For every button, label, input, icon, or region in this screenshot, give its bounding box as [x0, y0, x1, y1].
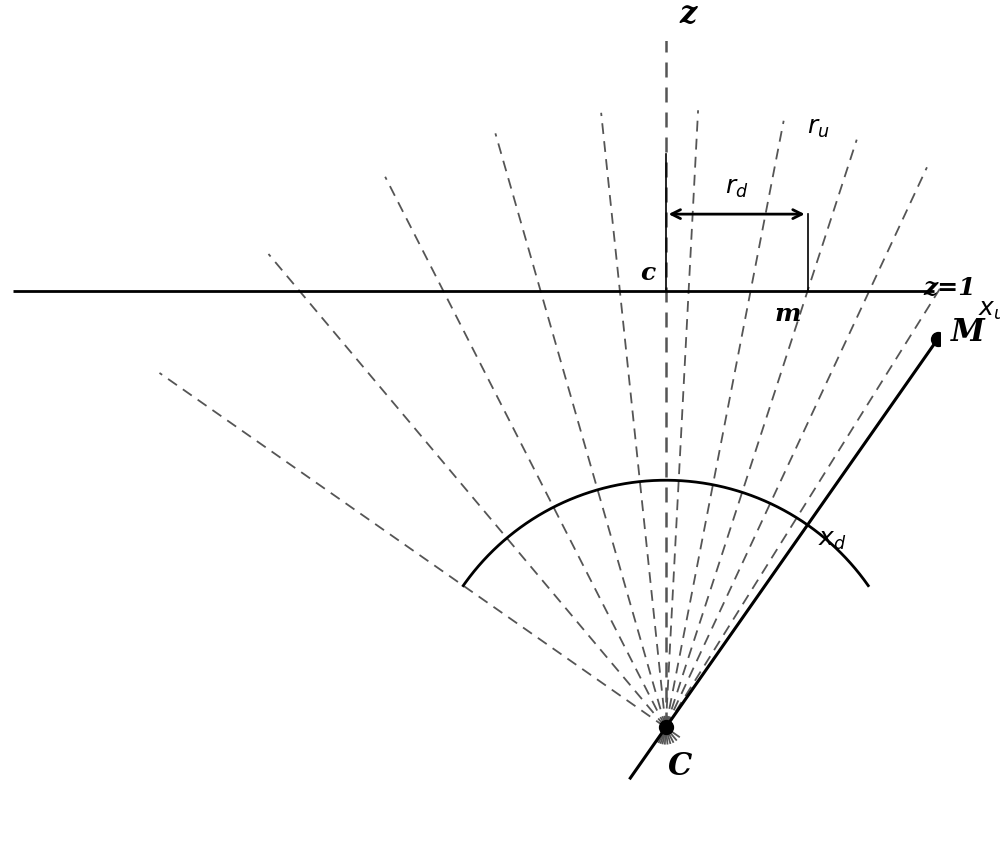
Text: z=1: z=1	[923, 276, 976, 300]
Text: $x_d$: $x_d$	[818, 528, 846, 553]
Text: $x_u$: $x_u$	[978, 298, 1000, 323]
Text: M: M	[951, 317, 985, 348]
Text: $r_u$: $r_u$	[807, 116, 830, 140]
Text: c: c	[640, 261, 655, 284]
Text: m: m	[774, 301, 801, 326]
Text: z: z	[679, 0, 697, 31]
Text: C: C	[667, 751, 692, 783]
Text: $r_d$: $r_d$	[725, 177, 748, 200]
